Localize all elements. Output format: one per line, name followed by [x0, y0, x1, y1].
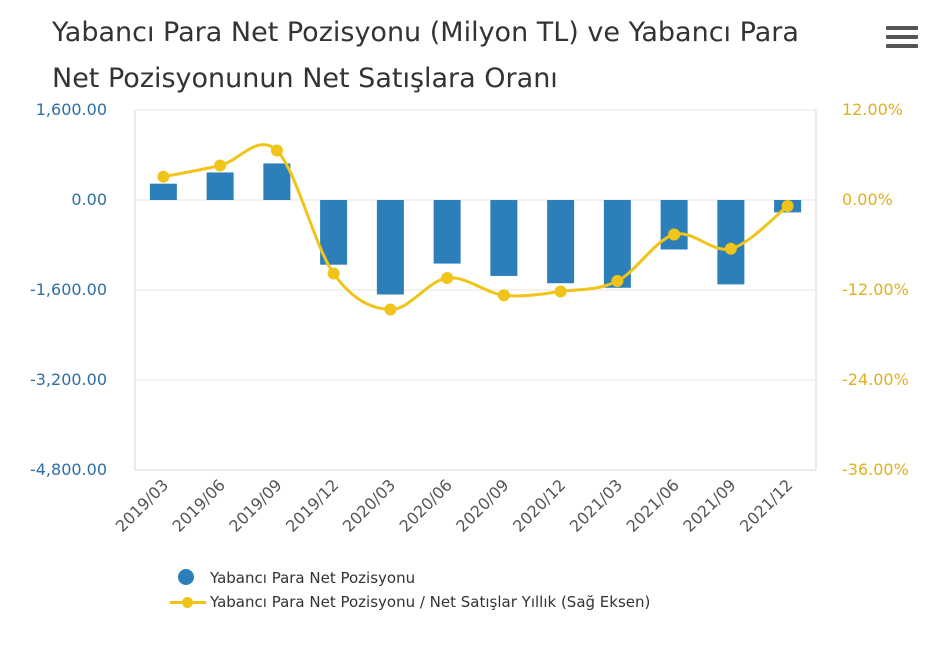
line-point[interactable]	[327, 267, 340, 280]
bar[interactable]	[263, 163, 291, 200]
line-point[interactable]	[554, 285, 567, 298]
bar[interactable]	[717, 200, 745, 285]
bar[interactable]	[149, 183, 177, 200]
ratio-line	[163, 143, 789, 312]
x-tick-label: 2020/06	[396, 475, 456, 535]
x-tick-label: 2019/12	[282, 475, 342, 535]
y-left-tick-label: -3,200.00	[30, 370, 107, 389]
bar[interactable]	[206, 172, 234, 200]
line-point[interactable]	[270, 144, 283, 157]
line-point[interactable]	[441, 272, 454, 284]
line-point[interactable]	[668, 228, 681, 241]
bar-series	[149, 163, 802, 295]
bar[interactable]	[376, 200, 404, 295]
x-tick-label: 2021/09	[679, 475, 739, 535]
combo-chart: 1,600.00 0.00 -1,600.00 -3,200.00 -4,800.00 1…	[30, 100, 909, 536]
x-tick-label: 2019/09	[225, 475, 285, 535]
x-tick-label: 2021/03	[566, 475, 626, 535]
y-right-tick-label: -12.00%	[842, 280, 909, 299]
hamburger-menu-icon[interactable]	[886, 26, 918, 48]
bar[interactable]	[660, 200, 688, 250]
axes	[134, 110, 817, 471]
line-point[interactable]	[497, 289, 510, 302]
bar[interactable]	[547, 200, 575, 284]
legend-line-symbol	[170, 594, 210, 610]
y-right-tick-label: 12.00%	[842, 100, 903, 119]
line-point[interactable]	[724, 242, 737, 255]
x-tick-label: 2021/06	[623, 475, 683, 535]
y-right-tick-label: -36.00%	[842, 460, 909, 479]
chart-title: Yabancı Para Net Pozisyonu (Milyon TL) v…	[52, 17, 799, 94]
line-point[interactable]	[214, 159, 227, 172]
bar[interactable]	[433, 200, 461, 264]
line-point[interactable]	[384, 303, 397, 316]
x-tick-label: 2019/06	[169, 475, 229, 535]
legend-item-bar[interactable]: Yabancı Para Net Pozisyonu	[170, 566, 650, 590]
line-point[interactable]	[781, 200, 794, 212]
legend-item-line[interactable]: Yabancı Para Net Pozisyonu / Net Satışla…	[170, 590, 650, 614]
line-point[interactable]	[157, 170, 170, 183]
grid-lines	[135, 109, 816, 471]
line-point[interactable]	[611, 275, 624, 287]
legend-line-label: Yabancı Para Net Pozisyonu / Net Satışla…	[210, 593, 651, 611]
x-tick-label: 2019/03	[112, 475, 172, 535]
y-right-tick-label: -24.00%	[842, 370, 909, 389]
y-left-tick-label: -1,600.00	[30, 280, 107, 299]
legend: Yabancı Para Net Pozisyonu Yabancı Para …	[170, 566, 650, 614]
x-tick-label: 2020/12	[509, 475, 569, 535]
x-tick-label: 2020/09	[452, 475, 512, 535]
y-left-tick-label: 0.00	[71, 190, 107, 209]
y-left-tick-label: 1,600.00	[36, 100, 107, 119]
legend-bar-symbol	[170, 569, 210, 586]
x-tick-label: 2020/03	[339, 475, 399, 535]
bar[interactable]	[490, 200, 518, 276]
y-left-tick-label: -4,800.00	[30, 460, 107, 479]
x-tick-label: 2021/12	[736, 475, 796, 535]
legend-bar-label: Yabancı Para Net Pozisyonu	[210, 569, 416, 587]
line-series	[157, 143, 794, 316]
y-right-tick-label: 0.00%	[842, 190, 893, 209]
